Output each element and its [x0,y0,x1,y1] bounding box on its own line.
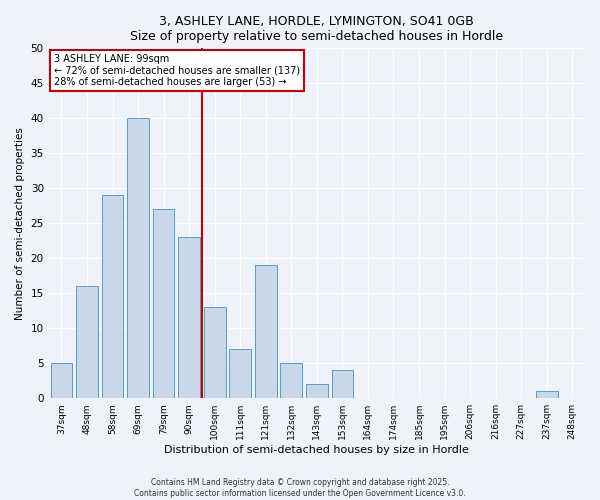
Y-axis label: Number of semi-detached properties: Number of semi-detached properties [15,127,25,320]
Bar [50,363,72,398]
X-axis label: Distribution of semi-detached houses by size in Hordle: Distribution of semi-detached houses by … [164,445,469,455]
Bar [204,307,226,398]
Bar [127,118,149,398]
Bar [153,210,175,398]
Bar [101,196,124,398]
Bar [306,384,328,398]
Bar [536,391,557,398]
Bar [280,363,302,398]
Bar [332,370,353,398]
Title: 3, ASHLEY LANE, HORDLE, LYMINGTON, SO41 0GB
Size of property relative to semi-de: 3, ASHLEY LANE, HORDLE, LYMINGTON, SO41 … [130,15,503,43]
Bar [76,286,98,398]
Bar [178,238,200,398]
Bar [255,266,277,398]
Text: 3 ASHLEY LANE: 99sqm
← 72% of semi-detached houses are smaller (137)
28% of semi: 3 ASHLEY LANE: 99sqm ← 72% of semi-detac… [54,54,300,87]
Text: Contains HM Land Registry data © Crown copyright and database right 2025.
Contai: Contains HM Land Registry data © Crown c… [134,478,466,498]
Bar [229,349,251,398]
